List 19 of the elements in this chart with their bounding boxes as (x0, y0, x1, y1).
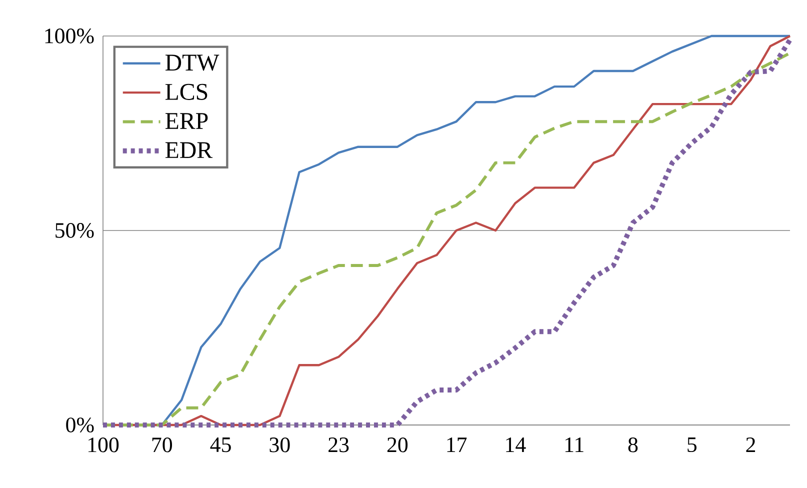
legend-label: LCS (165, 84, 208, 100)
x-tick-label: 11 (565, 437, 584, 452)
x-tick-label: 8 (628, 437, 638, 452)
x-tick-label: 23 (328, 437, 349, 452)
x-tick-label: 2 (746, 437, 756, 452)
x-tick-label: 5 (688, 437, 696, 452)
legend-label: EDR (165, 142, 213, 158)
y-tick-label: 50% (56, 223, 94, 238)
x-tick-label: 14 (506, 437, 526, 452)
x-tick-label: 20 (387, 437, 408, 452)
x-tick-label: 30 (270, 437, 290, 452)
x-tick-label: 45 (210, 437, 231, 452)
legend-label: DTW (165, 54, 220, 71)
y-tick-label: 0% (66, 418, 94, 432)
y-tick-label: 100% (45, 28, 94, 44)
legend-label: ERP (165, 113, 208, 129)
x-tick-label: 70 (152, 437, 172, 452)
x-tick-label: 17 (447, 437, 467, 452)
x-tick-label: 100 (88, 437, 119, 452)
